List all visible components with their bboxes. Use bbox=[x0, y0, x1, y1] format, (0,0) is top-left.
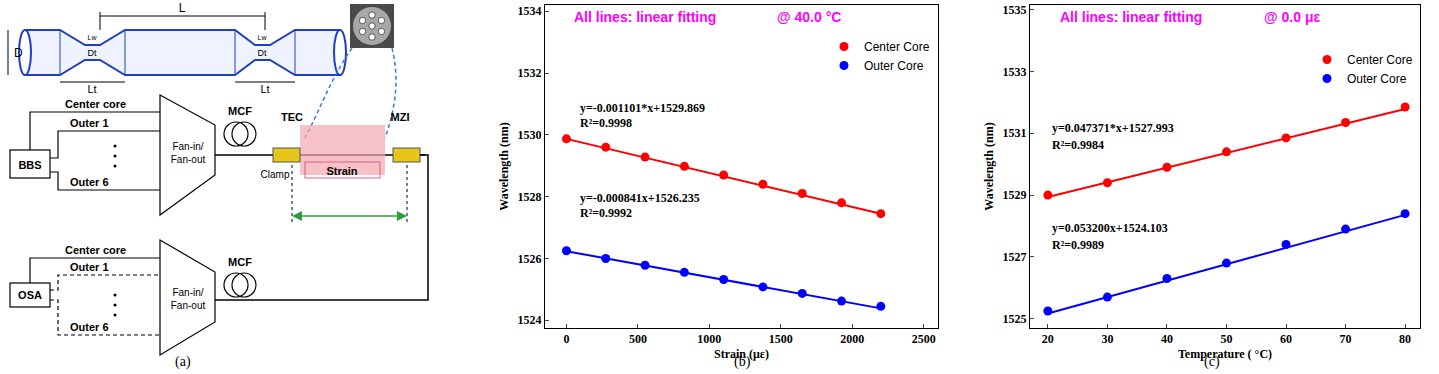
svg-text:(c): (c) bbox=[1204, 354, 1220, 370]
svg-text:R²=0.9992: R²=0.9992 bbox=[580, 206, 632, 220]
svg-text:Lt: Lt bbox=[87, 83, 96, 95]
svg-text:Fan-in/: Fan-in/ bbox=[172, 287, 203, 298]
svg-text:R²=0.9998: R²=0.9998 bbox=[580, 116, 632, 130]
svg-text:Temperature ( °C): Temperature ( °C) bbox=[1178, 347, 1272, 361]
svg-text:Outer 1: Outer 1 bbox=[70, 261, 109, 273]
svg-text:Lt: Lt bbox=[260, 83, 269, 95]
svg-text:1535: 1535 bbox=[1003, 3, 1027, 17]
svg-text:R²=0.9989: R²=0.9989 bbox=[1052, 238, 1104, 252]
svg-text:Fan-out: Fan-out bbox=[171, 300, 206, 311]
svg-text:2500: 2500 bbox=[912, 332, 936, 346]
svg-text:Strain: Strain bbox=[326, 165, 357, 177]
svg-text:60: 60 bbox=[1280, 332, 1292, 346]
svg-text:Center Core: Center Core bbox=[1347, 53, 1413, 67]
svg-text:1500: 1500 bbox=[769, 332, 793, 346]
svg-text:Center core: Center core bbox=[65, 244, 126, 256]
svg-text:All lines: linear fitting: All lines: linear fitting bbox=[1060, 9, 1202, 25]
svg-text:R²=0.9984: R²=0.9984 bbox=[1052, 138, 1104, 152]
svg-text:Wavelength (nm): Wavelength (nm) bbox=[497, 122, 511, 210]
svg-text:Outer Core: Outer Core bbox=[864, 59, 924, 73]
svg-text:2000: 2000 bbox=[840, 332, 864, 346]
svg-text:0: 0 bbox=[563, 332, 569, 346]
svg-text:Center Core: Center Core bbox=[864, 40, 930, 54]
svg-text:Center core: Center core bbox=[65, 98, 126, 110]
svg-text:(b): (b) bbox=[734, 354, 751, 370]
svg-text:MCF: MCF bbox=[228, 256, 252, 268]
svg-text:@ 40.0 °C: @ 40.0 °C bbox=[777, 9, 841, 25]
svg-text:y=0.047371*x+1527.993: y=0.047371*x+1527.993 bbox=[1052, 121, 1174, 135]
svg-text:Outer 1: Outer 1 bbox=[70, 117, 109, 129]
svg-text:D: D bbox=[14, 46, 23, 60]
svg-text:Outer 6: Outer 6 bbox=[70, 176, 109, 188]
svg-text:Clamp: Clamp bbox=[261, 169, 290, 180]
svg-text:500: 500 bbox=[629, 332, 647, 346]
svg-text:y=-0.001101*x+1529.869: y=-0.001101*x+1529.869 bbox=[580, 101, 705, 115]
svg-text:1528: 1528 bbox=[518, 190, 542, 204]
svg-text:1529: 1529 bbox=[1003, 188, 1027, 202]
svg-text:1524: 1524 bbox=[518, 313, 542, 327]
svg-text:Fan-out: Fan-out bbox=[171, 154, 206, 165]
svg-text:30: 30 bbox=[1101, 332, 1113, 346]
svg-text:MCF: MCF bbox=[228, 105, 252, 117]
svg-text:@ 0.0 με: @ 0.0 με bbox=[1264, 9, 1320, 25]
svg-text:Dt: Dt bbox=[258, 48, 267, 58]
svg-text:40: 40 bbox=[1161, 332, 1173, 346]
svg-text:Lw: Lw bbox=[88, 34, 98, 41]
svg-text:Strain (με): Strain (με) bbox=[714, 347, 769, 361]
svg-text:BBS: BBS bbox=[18, 159, 41, 171]
svg-text:All lines: linear fitting: All lines: linear fitting bbox=[574, 9, 716, 25]
svg-text:1526: 1526 bbox=[518, 252, 542, 266]
svg-text:20: 20 bbox=[1042, 332, 1054, 346]
svg-text:L: L bbox=[179, 1, 186, 15]
svg-text:MZI: MZI bbox=[391, 111, 410, 123]
svg-text:1527: 1527 bbox=[1003, 250, 1027, 264]
svg-text:1534: 1534 bbox=[518, 4, 542, 18]
svg-text:Fan-in/: Fan-in/ bbox=[172, 141, 203, 152]
svg-text:Outer 6: Outer 6 bbox=[70, 321, 109, 333]
svg-text:50: 50 bbox=[1220, 332, 1232, 346]
svg-text:1530: 1530 bbox=[518, 128, 542, 142]
svg-text:TEC: TEC bbox=[281, 111, 303, 123]
svg-text:70: 70 bbox=[1340, 332, 1352, 346]
svg-text:OSA: OSA bbox=[18, 289, 42, 301]
svg-text:y=0.053200x+1524.103: y=0.053200x+1524.103 bbox=[1052, 221, 1168, 235]
svg-text:1531: 1531 bbox=[1003, 126, 1027, 140]
svg-text:1525: 1525 bbox=[1003, 312, 1027, 326]
svg-text:1533: 1533 bbox=[1003, 65, 1027, 79]
svg-text:(a): (a) bbox=[175, 354, 191, 370]
svg-text:Wavelength (nm): Wavelength (nm) bbox=[982, 122, 996, 210]
svg-text:Lw: Lw bbox=[258, 34, 268, 41]
svg-text:y=-0.000841x+1526.235: y=-0.000841x+1526.235 bbox=[580, 191, 700, 205]
svg-text:80: 80 bbox=[1399, 332, 1411, 346]
svg-text:Outer Core: Outer Core bbox=[1347, 72, 1407, 86]
svg-text:1532: 1532 bbox=[518, 66, 542, 80]
svg-text:Dt: Dt bbox=[88, 48, 97, 58]
svg-text:1000: 1000 bbox=[697, 332, 721, 346]
